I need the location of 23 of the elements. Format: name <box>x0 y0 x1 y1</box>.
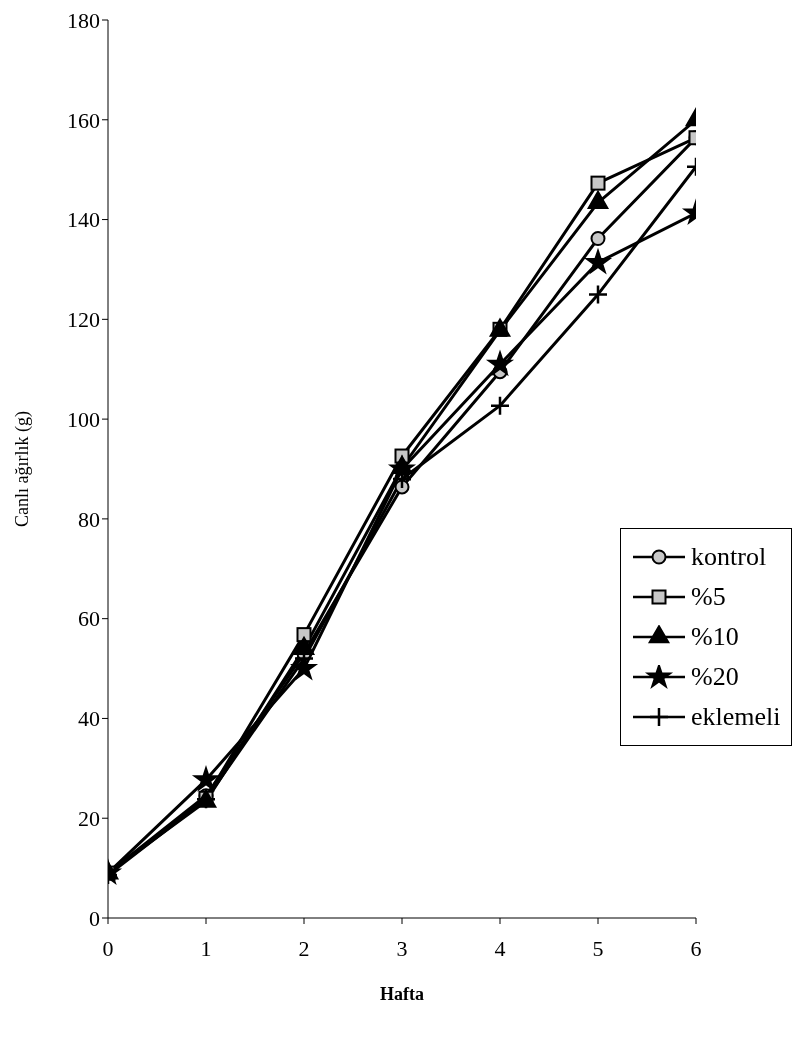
legend-label: %20 <box>691 662 739 692</box>
y-tick-label: 0 <box>89 905 100 931</box>
x-tick-label: 3 <box>396 935 408 961</box>
legend-label: %5 <box>691 582 726 612</box>
y-tick-label: 60 <box>78 606 100 632</box>
x-tick-label: 4 <box>494 935 506 961</box>
legend-label: %10 <box>691 622 739 652</box>
y-tick-label: 100 <box>67 406 100 432</box>
y-tick-label: 140 <box>67 207 100 233</box>
x-tick-label: 1 <box>200 935 212 961</box>
y-tick-label: 120 <box>67 307 100 333</box>
legend-label: kontrol <box>691 542 767 572</box>
x-axis-title: Hafta <box>380 984 424 1004</box>
y-tick-label: 20 <box>78 806 100 832</box>
y-axis-title: Canlı ağırlık (g) <box>12 411 34 527</box>
y-tick-label: 180 <box>67 7 100 33</box>
legend-label: eklemeli <box>691 702 781 732</box>
y-tick-label: 40 <box>78 706 100 732</box>
x-tick-label: 6 <box>690 935 702 961</box>
x-tick-label: 2 <box>298 935 310 961</box>
y-tick-label: 160 <box>67 107 100 133</box>
x-tick-label: 5 <box>592 935 604 961</box>
y-tick-label: 80 <box>78 506 100 532</box>
